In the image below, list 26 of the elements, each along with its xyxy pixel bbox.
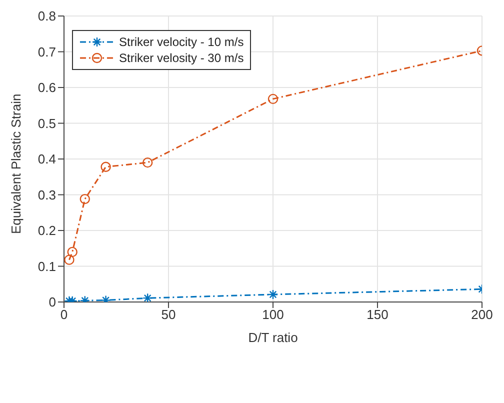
legend-label: Striker velocity - 10 m/s bbox=[119, 34, 244, 50]
point bbox=[67, 246, 78, 258]
point bbox=[100, 162, 111, 172]
x-tick-label: 200 bbox=[471, 307, 493, 322]
point bbox=[142, 292, 153, 302]
y-tick-label: 0.4 bbox=[38, 152, 56, 167]
x-tick-label: 100 bbox=[262, 307, 284, 322]
point bbox=[64, 254, 74, 265]
y-tick-label: 0 bbox=[48, 294, 56, 310]
point bbox=[80, 194, 90, 204]
point bbox=[268, 94, 278, 104]
y-tick-label: 0.2 bbox=[38, 223, 56, 238]
point bbox=[268, 289, 278, 300]
point bbox=[142, 157, 153, 168]
y-tick-label: 0.7 bbox=[38, 44, 56, 60]
y-tick-label: 0.3 bbox=[38, 187, 56, 202]
x-tick-label: 50 bbox=[161, 307, 176, 322]
y-tick-label: 0.5 bbox=[38, 116, 56, 131]
x-axis-title: D/T ratio bbox=[248, 330, 298, 345]
x-tick-label: 150 bbox=[366, 307, 388, 322]
legend-label: Striker velosity - 30 m/s bbox=[119, 50, 244, 66]
y-axis-title: Equivalent Plastic Strain bbox=[8, 94, 24, 234]
y-tick-label: 0.6 bbox=[38, 80, 56, 96]
x-tick-label: 0 bbox=[60, 307, 68, 322]
y-tick-label: 0.1 bbox=[38, 258, 56, 274]
y-tick-label: 0.8 bbox=[38, 8, 56, 24]
